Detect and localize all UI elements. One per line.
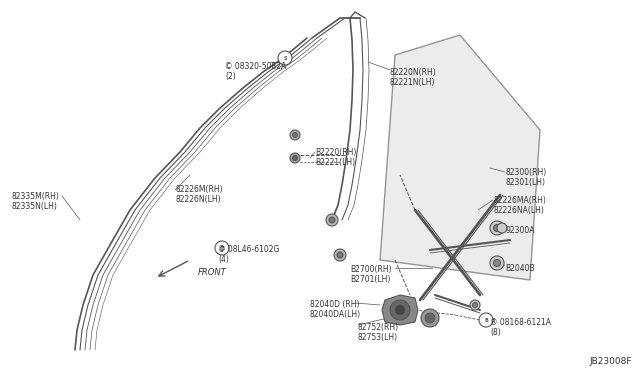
Text: © 08L46-6102G
(4): © 08L46-6102G (4) (218, 245, 280, 264)
Text: 82226M(RH)
82226N(LH): 82226M(RH) 82226N(LH) (175, 185, 223, 204)
Text: FRONT: FRONT (198, 268, 227, 277)
Circle shape (292, 132, 298, 138)
Circle shape (290, 130, 300, 140)
Text: B: B (220, 246, 224, 250)
Circle shape (493, 224, 500, 231)
Text: 82220N(RH)
82221N(LH): 82220N(RH) 82221N(LH) (390, 68, 436, 87)
Text: B2220(RH)
B2221(LH): B2220(RH) B2221(LH) (315, 148, 356, 167)
Text: B2040B: B2040B (505, 264, 534, 273)
Circle shape (490, 256, 504, 270)
Circle shape (215, 241, 229, 255)
Text: 82300(RH)
82301(LH): 82300(RH) 82301(LH) (505, 168, 547, 187)
Text: © 08320-5082A
(2): © 08320-5082A (2) (225, 62, 286, 81)
Circle shape (470, 300, 480, 310)
Text: ® 08168-6121A
(8): ® 08168-6121A (8) (490, 318, 551, 337)
Text: B: B (484, 317, 488, 323)
Circle shape (329, 217, 335, 223)
Circle shape (425, 313, 435, 323)
Text: 82335M(RH)
82335N(LH): 82335M(RH) 82335N(LH) (12, 192, 60, 211)
Circle shape (292, 155, 298, 160)
Circle shape (497, 223, 507, 233)
Polygon shape (382, 295, 418, 325)
Text: B2700(RH)
B2701(LH): B2700(RH) B2701(LH) (350, 265, 392, 285)
Text: 82752(RH)
82753(LH): 82752(RH) 82753(LH) (358, 323, 399, 342)
Circle shape (395, 305, 405, 315)
Circle shape (337, 252, 343, 258)
Circle shape (472, 302, 477, 308)
Circle shape (278, 51, 292, 65)
Circle shape (493, 260, 500, 266)
Text: 82040D (RH)
82040DA(LH): 82040D (RH) 82040DA(LH) (310, 300, 361, 320)
Circle shape (334, 249, 346, 261)
Circle shape (290, 153, 300, 163)
Circle shape (479, 313, 493, 327)
Circle shape (326, 214, 338, 226)
Text: S: S (284, 55, 287, 61)
Polygon shape (380, 35, 540, 280)
Circle shape (421, 309, 439, 327)
Text: 92300A: 92300A (506, 226, 536, 235)
Circle shape (390, 300, 410, 320)
Circle shape (490, 221, 504, 235)
Text: JB23008F: JB23008F (589, 357, 632, 366)
Text: 82226MA(RH)
82226NA(LH): 82226MA(RH) 82226NA(LH) (493, 196, 546, 215)
